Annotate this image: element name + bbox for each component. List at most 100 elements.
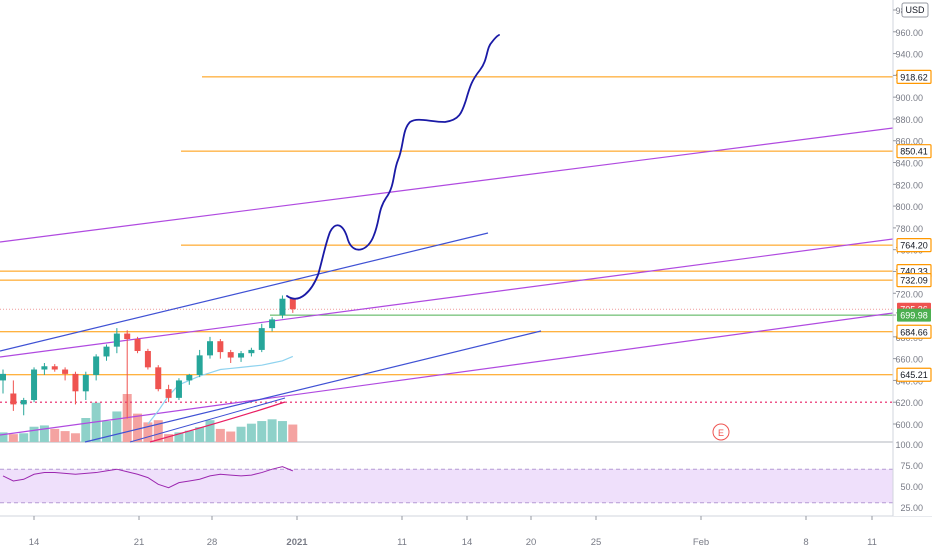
candle-body[interactable] xyxy=(258,328,265,350)
volume-bar xyxy=(174,432,184,442)
price-tick-label: 880.00 xyxy=(895,115,923,125)
rsi-tick-label: 75.00 xyxy=(900,461,923,471)
time-tick-label: 2021 xyxy=(286,537,308,548)
earnings-marker-label: E xyxy=(718,428,724,438)
trendline-lower-blue[interactable] xyxy=(84,330,542,443)
trendline-lower-purple[interactable] xyxy=(0,312,894,436)
candle-body[interactable] xyxy=(144,351,151,368)
volume-bar xyxy=(164,434,174,442)
time-tick-label: 28 xyxy=(207,537,218,548)
level-price-tag-label: 732.09 xyxy=(900,276,928,286)
volume-bar xyxy=(133,413,143,442)
price-axis-background xyxy=(893,0,932,516)
volume-bar xyxy=(205,420,215,442)
level-price-tag-label: 850.41 xyxy=(900,147,928,157)
volume-bar xyxy=(50,428,60,442)
rsi-tick-label: 50.00 xyxy=(900,482,923,492)
candle-body[interactable] xyxy=(31,369,38,401)
volume-bar xyxy=(143,422,153,442)
price-tick-label: 600.00 xyxy=(895,420,923,430)
time-tick-label: 11 xyxy=(397,537,407,548)
candle-body[interactable] xyxy=(0,373,6,381)
trendline-upper-purple[interactable] xyxy=(0,127,894,243)
level-price-tag xyxy=(896,367,932,382)
price-tick-label: 940.00 xyxy=(895,50,923,60)
time-tick-label: 25 xyxy=(591,537,602,548)
rsi-line xyxy=(2,466,293,489)
rsi-tick-label: 100.00 xyxy=(895,440,923,450)
volume-bar xyxy=(246,423,256,442)
volume-bar xyxy=(288,424,298,442)
candle-body[interactable] xyxy=(155,367,162,390)
volume-bar xyxy=(215,428,225,442)
volume-bar xyxy=(226,431,236,442)
earnings-marker[interactable] xyxy=(712,423,730,441)
candle-body[interactable] xyxy=(103,346,110,357)
volume-bar xyxy=(195,427,205,442)
candle-body[interactable] xyxy=(207,341,213,356)
currency-box[interactable] xyxy=(901,2,929,18)
time-tick-label: 8 xyxy=(803,537,808,548)
rsi-band xyxy=(0,469,893,503)
projection-path-drawing[interactable] xyxy=(286,34,500,300)
price-tick-label: 800.00 xyxy=(895,202,923,212)
price-tick-label: 820.00 xyxy=(895,180,923,190)
candle-body[interactable] xyxy=(238,353,245,358)
rsi-tick-label: 25.00 xyxy=(900,503,923,513)
price-tick-label: 720.00 xyxy=(895,289,923,299)
volume-bar xyxy=(277,421,287,442)
candle-body[interactable] xyxy=(217,341,224,353)
volume-bar xyxy=(112,411,122,442)
level-price-tag xyxy=(896,324,932,339)
trendline-mid-purple[interactable] xyxy=(0,238,894,358)
candle-body[interactable] xyxy=(165,389,172,398)
time-tick-label: 21 xyxy=(134,537,145,548)
candle-body[interactable] xyxy=(196,355,203,375)
volume-bar xyxy=(184,430,194,442)
level-price-tag-label: 645.21 xyxy=(900,370,928,380)
candle-body[interactable] xyxy=(124,333,131,340)
volume-bar xyxy=(0,432,8,442)
price-tick-label: 660.00 xyxy=(895,355,923,365)
candle-body[interactable] xyxy=(186,374,193,381)
candle-body[interactable] xyxy=(51,366,58,370)
level-price-tag xyxy=(896,144,932,159)
volume-bar xyxy=(29,426,39,442)
time-axis-background xyxy=(0,517,932,550)
level-price-tag xyxy=(896,272,932,288)
level-price-tag-label: 740.33 xyxy=(900,267,928,277)
candle-body[interactable] xyxy=(93,356,100,375)
candle-body[interactable] xyxy=(134,339,141,352)
candle-body[interactable] xyxy=(175,380,182,398)
volume-bar xyxy=(60,431,70,442)
candle-body[interactable] xyxy=(227,352,234,358)
candle-body[interactable] xyxy=(62,369,69,374)
candle-body[interactable] xyxy=(10,393,17,405)
volume-bar xyxy=(236,426,246,442)
candle-body[interactable] xyxy=(279,298,286,316)
volume-bar xyxy=(19,433,29,442)
moving-average-line xyxy=(147,355,294,425)
pink-curve xyxy=(149,401,286,443)
candle-body[interactable] xyxy=(82,374,89,392)
candle-body[interactable] xyxy=(289,298,296,310)
candle-body[interactable] xyxy=(113,333,120,347)
candle-body[interactable] xyxy=(20,400,27,405)
candle-body[interactable] xyxy=(41,366,48,370)
candle-body[interactable] xyxy=(72,373,79,392)
price-tick-label: 780.00 xyxy=(895,224,923,234)
volume-bar xyxy=(39,425,49,442)
candle-body[interactable] xyxy=(248,349,255,354)
level-price-tag xyxy=(896,69,932,84)
trendline-upper-blue[interactable] xyxy=(0,232,489,352)
price-tick-label: 840.00 xyxy=(895,159,923,169)
time-tick-label: Feb xyxy=(693,537,709,548)
level-price-tag xyxy=(896,238,932,253)
time-tick-label: 11 xyxy=(867,537,877,548)
level-price-tag-label: 764.20 xyxy=(900,241,928,251)
price-tick-label: 620.00 xyxy=(895,398,923,408)
trendline-short-blue xyxy=(129,397,286,443)
candle-body[interactable] xyxy=(269,319,276,329)
